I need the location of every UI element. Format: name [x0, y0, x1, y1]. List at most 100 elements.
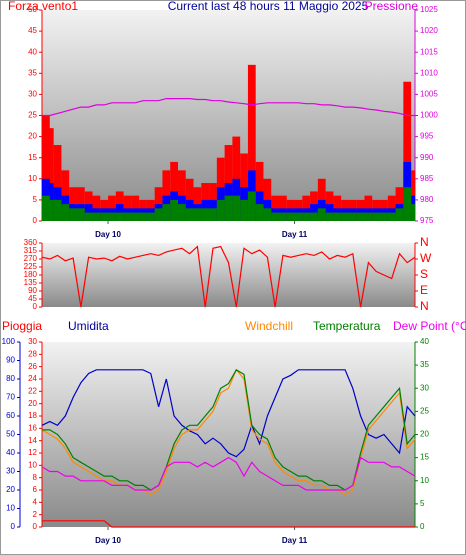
plot-bg	[42, 342, 415, 527]
bar	[193, 208, 202, 221]
bar	[310, 212, 318, 221]
bar	[45, 128, 54, 221]
data-line	[42, 520, 415, 528]
tick-label: 225	[24, 262, 38, 271]
tick-label: 25	[28, 111, 37, 120]
bar	[201, 208, 210, 221]
bar	[240, 153, 248, 221]
data-line	[42, 97, 415, 117]
bar	[356, 212, 365, 221]
legend: Pioggia	[2, 319, 42, 333]
tick-label: 30	[420, 383, 429, 392]
tick-label: 40	[6, 448, 15, 457]
tick-label: N	[420, 235, 429, 249]
tick-label: 50	[28, 5, 37, 14]
tick-label: 10	[28, 174, 37, 183]
tick-label: E	[420, 283, 428, 297]
bar	[302, 212, 311, 221]
x-tick-label: Day 10	[95, 536, 121, 545]
tick-label: W	[420, 251, 432, 265]
x-tick-label: Day 11	[282, 536, 308, 545]
y-label: Forza vento1	[8, 0, 78, 13]
tick-label: 270	[24, 254, 38, 263]
tick-label: 975	[420, 216, 434, 225]
bar	[53, 199, 62, 221]
tick-label: 28	[28, 349, 37, 358]
bar	[123, 212, 132, 221]
tick-label: 100	[2, 337, 16, 346]
tick-label: 30	[6, 467, 15, 476]
tick-label: N	[420, 299, 429, 313]
bar	[247, 191, 256, 221]
tick-label: 40	[420, 337, 429, 346]
bar	[372, 212, 381, 221]
tick-label: 26	[28, 362, 37, 371]
bar	[131, 212, 140, 221]
tick-label: 0	[33, 302, 38, 311]
bar	[139, 212, 147, 221]
bar	[84, 212, 93, 221]
bar	[395, 208, 404, 221]
tick-label: 80	[6, 374, 15, 383]
bar	[100, 212, 109, 221]
tick-label: 1020	[420, 26, 438, 35]
tick-label: 2	[33, 510, 38, 519]
bar	[271, 212, 280, 221]
bar	[92, 212, 101, 221]
tick-label: 4	[33, 497, 38, 506]
bar	[170, 199, 178, 221]
tick-label: 12	[28, 448, 37, 457]
tick-label: 16	[28, 423, 37, 432]
bar	[325, 212, 334, 221]
bar	[263, 208, 272, 221]
bar	[403, 187, 412, 221]
tick-label: 50	[6, 430, 15, 439]
tick-label: 20	[420, 430, 429, 439]
legend: Umidita	[68, 319, 109, 333]
tick-label: 90	[6, 356, 15, 365]
tick-label: 5	[420, 499, 425, 508]
bar	[42, 115, 50, 221]
bar	[115, 212, 124, 221]
tick-label: 45	[28, 294, 37, 303]
tick-label: 45	[28, 26, 37, 35]
bar	[255, 161, 264, 221]
bar	[154, 208, 163, 221]
tick-label: 6	[33, 485, 38, 494]
bar	[224, 195, 233, 221]
bar	[348, 212, 357, 221]
tick-label: 70	[6, 393, 15, 402]
bar	[333, 212, 342, 221]
tick-label: 20	[6, 485, 15, 494]
tick-label: 1015	[420, 47, 438, 56]
legend: Temperatura	[313, 319, 381, 333]
bar	[61, 204, 70, 221]
bar	[279, 212, 287, 221]
bar	[216, 199, 225, 221]
bar	[108, 212, 116, 221]
tick-label: 180	[24, 270, 38, 279]
x-tick-label: Day 11	[282, 230, 308, 239]
y2-label: Pressione	[365, 0, 419, 13]
tick-label: 1005	[420, 90, 438, 99]
tick-label: 90	[28, 286, 37, 295]
tick-label: 25	[420, 406, 429, 415]
tick-label: 135	[24, 278, 38, 287]
bar	[240, 199, 248, 221]
tick-label: 1000	[420, 111, 438, 120]
bar	[364, 212, 373, 221]
bar	[224, 145, 233, 221]
tick-label: 20	[28, 399, 37, 408]
tick-label: 18	[28, 411, 37, 420]
tick-label: 8	[33, 473, 38, 482]
bar	[403, 81, 412, 222]
tick-label: 315	[24, 246, 38, 255]
tick-label: 0	[33, 216, 38, 225]
bar	[255, 204, 264, 221]
tick-label: 30	[28, 90, 37, 99]
bar	[247, 64, 256, 221]
bar	[411, 204, 415, 221]
bar	[286, 212, 295, 221]
bar	[170, 161, 178, 221]
